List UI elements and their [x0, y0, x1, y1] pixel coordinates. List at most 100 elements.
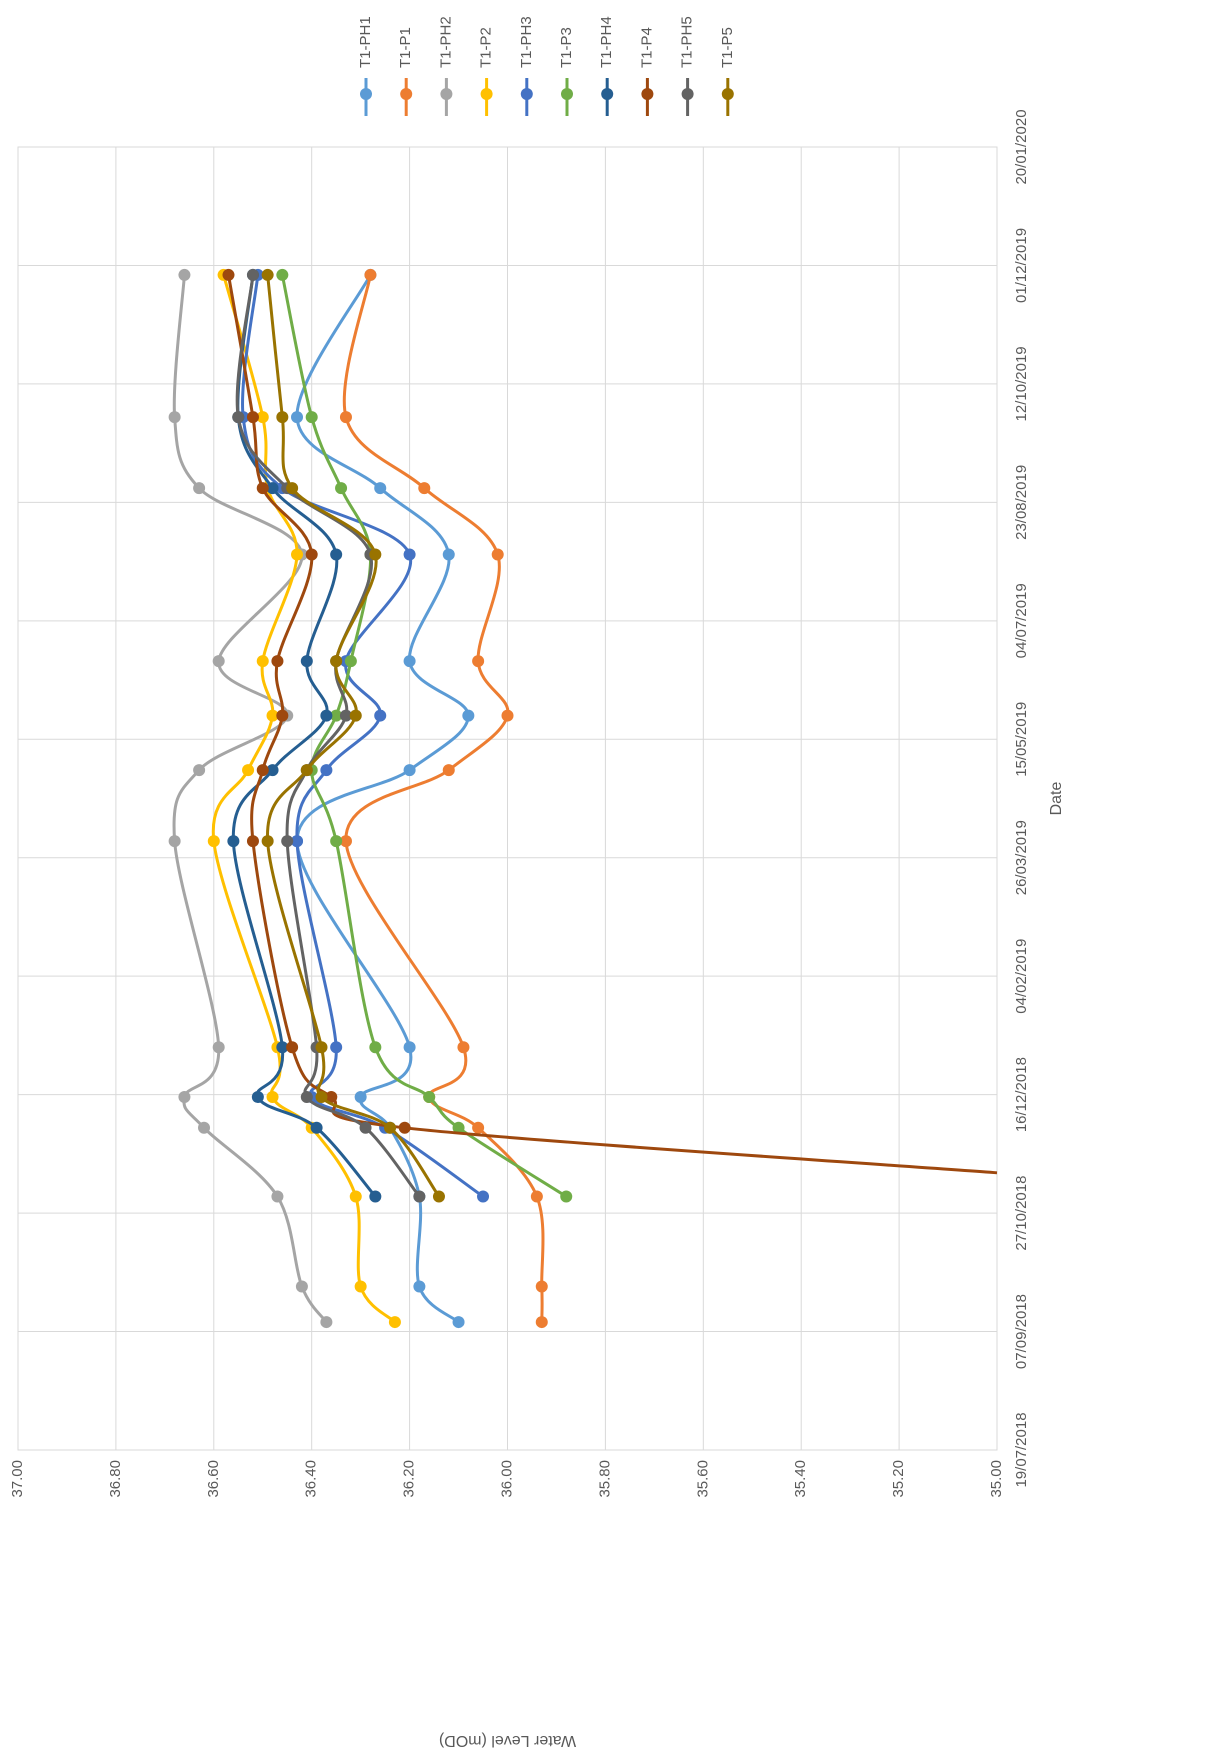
grid-layer [17, 146, 998, 1451]
data-point [354, 1091, 367, 1104]
data-point [339, 835, 352, 848]
data-point [374, 482, 387, 495]
data-point [442, 764, 455, 777]
data-point [300, 764, 313, 777]
legend-label: T1-PH3 [518, 16, 535, 68]
data-point [535, 1280, 548, 1293]
data-point [462, 709, 475, 722]
series-line [172, 274, 328, 1323]
y-tick-label: 35.60 [694, 1460, 711, 1498]
data-point [305, 411, 318, 424]
legend-dot-marker [360, 88, 372, 100]
y-axis-title: Water Level (mOD) [439, 1732, 576, 1749]
series-t1-p4 [222, 268, 998, 1175]
data-point [320, 764, 333, 777]
data-point [193, 764, 206, 777]
data-point [423, 1091, 436, 1104]
data-point [315, 1041, 328, 1054]
x-tick-label: 04/07/2019 [1013, 583, 1030, 658]
data-point [369, 548, 382, 561]
legend-label: T1-P1 [397, 27, 414, 68]
legend: T1-PH1 T1-P1 T1-PH2 T1-P2 T1-PH3 T1-P3 T1-PH4 T… [357, 16, 736, 116]
data-point [403, 1041, 416, 1054]
data-point [242, 764, 255, 777]
legend-item: T1-P2 [478, 27, 495, 116]
x-tick-label: 04/02/2019 [1013, 939, 1030, 1014]
y-tick-label: 35.80 [596, 1460, 613, 1498]
legend-dot-marker [681, 88, 694, 100]
y-tick-label: 36.20 [401, 1460, 418, 1498]
x-tick-label: 19/07/2018 [1013, 1412, 1030, 1487]
data-point [418, 482, 431, 495]
data-point [266, 482, 279, 495]
legend-label: T1-PH2 [437, 16, 454, 68]
data-point [369, 1041, 382, 1054]
y-tick-label: 36.40 [303, 1460, 320, 1498]
data-point [276, 709, 289, 722]
data-point [261, 835, 274, 848]
data-point [246, 268, 259, 281]
data-point [413, 1190, 426, 1203]
data-point [560, 1190, 573, 1203]
data-point [369, 1190, 382, 1203]
y-tick-label: 35.00 [988, 1460, 1005, 1498]
data-point [310, 1121, 323, 1134]
x-tick-label: 20/01/2020 [1013, 109, 1030, 184]
data-point [413, 1280, 426, 1293]
data-point [452, 1316, 465, 1329]
data-point [193, 482, 206, 495]
series-t1-p1 [339, 268, 548, 1329]
data-point [168, 411, 181, 424]
data-point [281, 835, 294, 848]
data-point [330, 655, 343, 668]
legend-dot-marker [440, 88, 453, 100]
data-point [330, 709, 343, 722]
data-point [291, 548, 304, 561]
data-point [212, 655, 225, 668]
x-tick-label: 16/12/2018 [1013, 1057, 1030, 1132]
legend-dot-marker [561, 88, 573, 100]
legend-dot-marker [601, 88, 614, 100]
data-point [339, 709, 352, 722]
data-point [535, 1316, 548, 1329]
data-point [207, 835, 220, 848]
data-point [212, 1041, 225, 1054]
data-point [403, 764, 416, 777]
data-point [276, 1041, 289, 1054]
x-tick-label: 12/10/2019 [1013, 346, 1030, 421]
data-point [300, 1091, 313, 1104]
y-tick-label: 36.80 [107, 1460, 124, 1498]
data-point [315, 1091, 328, 1104]
legend-label: T1-P5 [719, 27, 736, 68]
data-point [530, 1190, 543, 1203]
legend-dot-marker [480, 88, 493, 100]
x-tick-label: 15/05/2019 [1013, 702, 1030, 777]
data-point [178, 1091, 191, 1104]
y-tick-label: 35.40 [792, 1460, 809, 1498]
data-point [359, 1121, 372, 1134]
series-line [280, 274, 568, 1198]
data-point [286, 1041, 299, 1054]
data-point [300, 655, 313, 668]
legend-item: T1-P5 [719, 27, 736, 116]
x-tick-label: 27/10/2018 [1013, 1176, 1030, 1251]
data-point [227, 835, 240, 848]
data-point [388, 1316, 401, 1329]
legend-item: T1-P1 [397, 27, 414, 116]
data-point [472, 1121, 485, 1134]
data-point [246, 835, 259, 848]
data-point [457, 1041, 470, 1054]
data-point [330, 548, 343, 561]
data-point [246, 411, 259, 424]
legend-item: T1-PH4 [598, 16, 615, 116]
data-point [291, 411, 304, 424]
data-point [271, 1190, 284, 1203]
data-point [276, 268, 289, 281]
legend-item: T1-P3 [558, 27, 575, 116]
data-point [349, 1190, 362, 1203]
data-point [271, 655, 284, 668]
data-point [398, 1121, 411, 1134]
x-tick-label: 01/12/2019 [1013, 228, 1030, 303]
